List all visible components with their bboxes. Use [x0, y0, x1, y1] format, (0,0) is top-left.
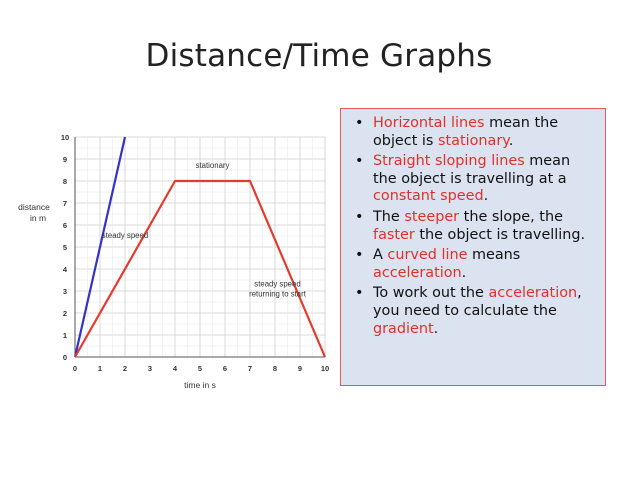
y-tick-label: 10 [61, 133, 69, 142]
highlight-text: gradient [373, 320, 434, 337]
y-tick-label: 9 [63, 155, 67, 164]
annotation-label: stationary [196, 161, 230, 170]
note-text: The [373, 208, 405, 225]
x-tick-label: 3 [148, 364, 152, 373]
annotation-label: returning to start [249, 290, 307, 299]
note-text: , you need to calculate the [373, 285, 582, 319]
y-tick-label: 1 [63, 331, 67, 340]
y-tick-label: 4 [63, 265, 68, 274]
note-text: means [467, 247, 521, 264]
chart-ticks: 0 1 2 3 4 5 6 7 8 9 10 0 1 2 3 4 5 6 7 8 9 10 [61, 133, 329, 373]
highlight-text: Horizontal lines [373, 115, 485, 131]
x-tick-label: 2 [123, 364, 127, 373]
y-tick-label: 0 [63, 353, 67, 362]
note-text: . [433, 320, 439, 337]
chart-series [73, 136, 327, 358]
highlight-text: steeper [404, 208, 460, 225]
annotation-label: steady speed [254, 280, 300, 289]
note-text: . [483, 188, 489, 205]
y-tick-label: 3 [63, 287, 67, 296]
x-tick-label: 10 [321, 364, 329, 373]
note-text: the object is travelling. [414, 226, 586, 243]
highlight-text: acceleration [488, 285, 578, 302]
x-tick-label: 0 [73, 364, 77, 373]
distance-time-chart: 0 1 2 3 4 5 6 7 8 9 10 0 1 2 3 4 5 6 7 8 9 10 distance in m t… [18, 133, 329, 390]
series-line-red [74, 179, 327, 358]
note-text: mean the object is [373, 115, 559, 149]
x-tick-label: 9 [298, 364, 302, 373]
highlight-text: curved line [387, 247, 468, 264]
note-text: mean the object is travelling at a [373, 153, 571, 187]
chart-grid [74, 136, 326, 358]
note-item: Straight sloping lines mean the object i… [355, 153, 597, 206]
y-tick-label: 6 [63, 221, 67, 230]
note-item: The steeper the slope, the faster the ob… [355, 208, 597, 244]
note-text: the slope, the [459, 208, 563, 225]
note-item: To work out the acceleration, you need t… [355, 285, 597, 338]
annotation-label: steady speed [102, 231, 148, 240]
note-text: A [373, 247, 388, 264]
x-tick-label: 6 [223, 364, 227, 373]
x-tick-label: 4 [173, 364, 178, 373]
note-item: A curved line means acceleration. [355, 247, 597, 282]
x-tick-label: 7 [248, 364, 252, 373]
series-line-blue [73, 136, 127, 358]
y-axis-label: distance [18, 202, 50, 212]
slide-title: Distance/Time Graphs [145, 38, 493, 74]
notes-list: Horizontal lines mean the object is stat… [351, 115, 597, 338]
y-tick-label: 2 [63, 309, 67, 318]
y-axis-label-unit: in m [30, 213, 46, 223]
highlight-text: Straight sloping lines [373, 153, 525, 170]
x-tick-label: 5 [198, 364, 202, 373]
highlight-text: stationary [438, 132, 509, 149]
highlight-text: acceleration [373, 264, 462, 281]
notes-panel: Horizontal lines mean the object is stat… [340, 108, 606, 386]
highlight-text: faster [373, 226, 415, 243]
chart-axes [74, 137, 325, 358]
x-tick-label: 8 [273, 364, 277, 373]
x-tick-label: 1 [98, 364, 102, 373]
highlight-text: constant speed [373, 188, 484, 205]
note-item: Horizontal lines mean the object is stat… [355, 115, 597, 150]
y-tick-label: 5 [63, 243, 67, 252]
y-tick-label: 7 [63, 199, 67, 208]
x-axis-label: time in s [184, 380, 216, 390]
note-text: To work out the [373, 285, 489, 302]
note-text: . [508, 132, 514, 149]
y-tick-label: 8 [63, 177, 67, 186]
note-text: . [461, 264, 467, 281]
